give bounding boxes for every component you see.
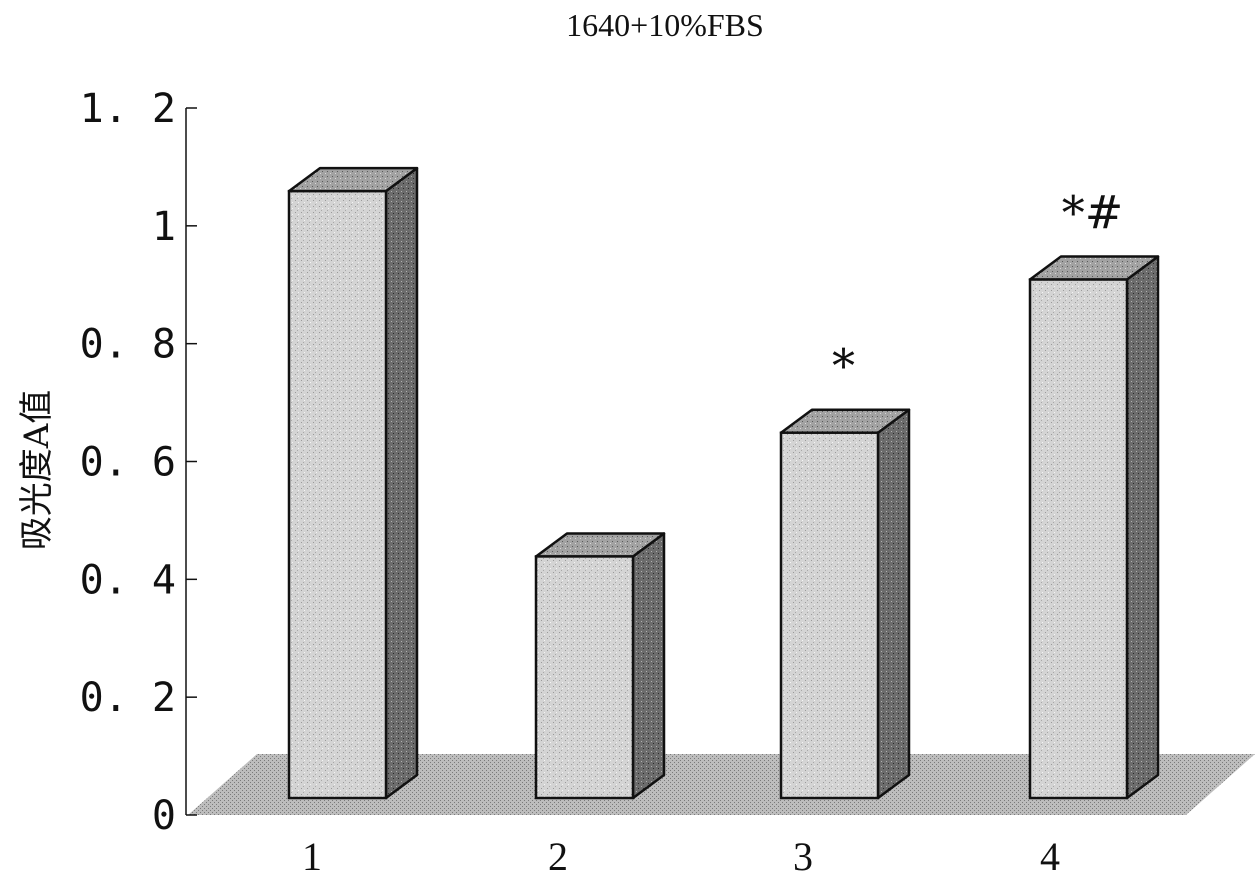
bar-side-face: [876, 408, 911, 800]
bar-1: [287, 166, 419, 800]
bar-front-face: [287, 189, 388, 800]
y-axis-label: 吸光度A值: [17, 390, 57, 551]
bar-2: [534, 532, 666, 800]
bar-side-face: [1125, 255, 1160, 800]
x-tick-label: 1: [302, 834, 322, 876]
significance-marker: *: [832, 339, 855, 393]
y-axis: [185, 107, 197, 816]
bar-front-face: [1028, 278, 1129, 800]
bar-4: [1028, 255, 1160, 800]
y-axis-title: 吸光度A值: [17, 390, 57, 551]
x-tick-label: 2: [548, 834, 568, 876]
bar-3: [779, 408, 911, 800]
y-tick-label: 0. 8: [80, 322, 176, 368]
y-tick-label: 0. 6: [80, 440, 176, 486]
y-tick-label: 1: [152, 204, 176, 250]
x-tick-label: 4: [1040, 834, 1060, 876]
chart-title: 1640+10%FBS: [566, 7, 764, 43]
x-tick-label: 3: [793, 834, 813, 876]
bar-front-face: [534, 555, 635, 800]
y-tick-label: 0: [152, 793, 176, 839]
y-tick-label: 1. 2: [80, 86, 176, 132]
bar-side-face: [384, 166, 419, 800]
bars: [287, 166, 1160, 800]
y-tick-label: 0. 2: [80, 675, 176, 721]
bar-front-face: [779, 431, 880, 800]
significance-marker: *#: [1062, 186, 1124, 240]
bar-side-face: [631, 532, 666, 800]
floor-plane: [188, 754, 1255, 815]
chart-floor: [188, 754, 1255, 815]
labels: 0 0. 2 0. 4 0. 6 0. 8 1 1. 2 1 2 3 4 * *#: [80, 86, 1124, 876]
y-tick-label: 0. 4: [80, 557, 176, 603]
